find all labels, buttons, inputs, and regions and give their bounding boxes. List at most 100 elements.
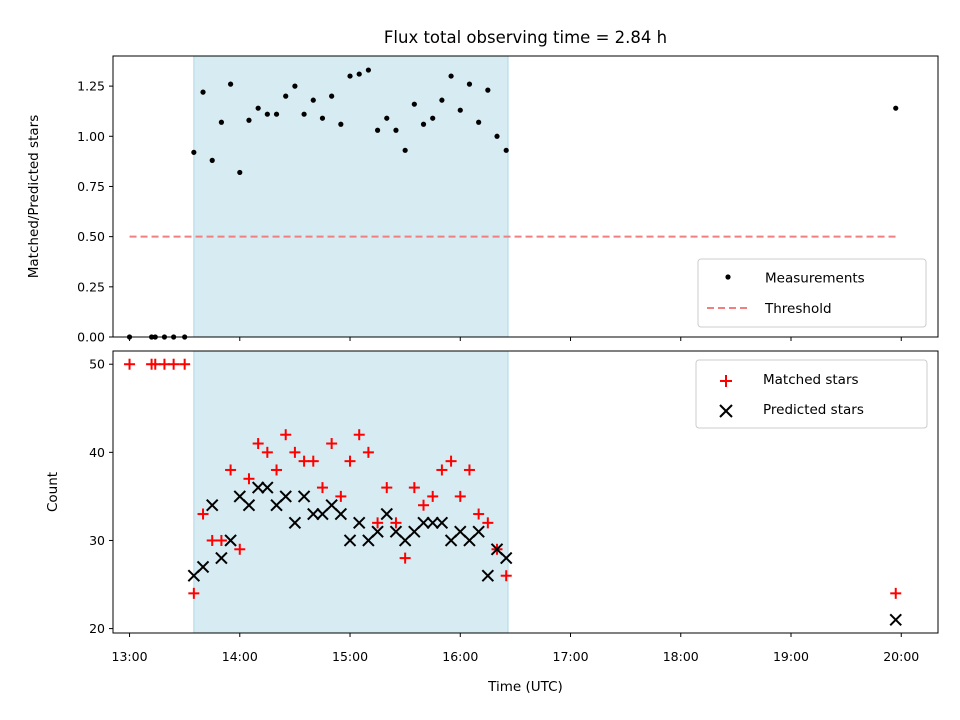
- bottom-legend: Matched stars Predicted stars: [695, 359, 928, 429]
- top-y-tick-label-0-75: 0.75: [77, 179, 105, 194]
- measurements-series: [126, 67, 899, 340]
- legend-marker-predicted: [719, 404, 733, 418]
- legend-label-measurements: Measurements: [765, 271, 865, 287]
- matched-star-point-14: [261, 446, 273, 458]
- matched-star-point-41: [890, 587, 902, 599]
- measurement-point-26: [374, 127, 381, 133]
- measurement-point-37: [476, 119, 482, 125]
- measurement-point-13: [255, 105, 261, 111]
- legend-marker-matched: [720, 375, 732, 387]
- matched-star-point-36: [463, 464, 475, 476]
- predicted-star-point-34: [500, 551, 513, 565]
- top-highlight-span: [193, 55, 509, 338]
- predicted-star-point-27: [435, 516, 449, 530]
- measurement-point-30: [411, 101, 417, 107]
- matched-star-point-7: [197, 508, 209, 520]
- bottom-y-tick-label-30: 30: [89, 533, 105, 548]
- chart-title: Flux total observing time = 2.84 h: [384, 28, 667, 47]
- measurement-point-38: [485, 87, 491, 93]
- top-y-tick-label-0-25: 0.25: [77, 279, 105, 294]
- predicted-star-point-8: [261, 481, 274, 494]
- bottom-y-tick-label-20: 20: [89, 621, 105, 636]
- legend-marker-measurements: [725, 274, 731, 280]
- x-tick-label-15-00: 15:00: [332, 649, 368, 664]
- measurement-point-32: [430, 115, 436, 121]
- matched-star-point-30: [408, 482, 420, 494]
- x-tick-label-14-00: 14:00: [222, 649, 258, 664]
- x-axis-label: Time (UTC): [487, 679, 563, 695]
- measurement-point-27: [384, 115, 390, 121]
- matched-star-point-8: [206, 534, 218, 546]
- matched-star-point-27: [381, 482, 393, 494]
- matched-star-point-37: [473, 508, 485, 520]
- measurement-point-12: [246, 117, 252, 123]
- predicted-star-point-13: [307, 507, 320, 521]
- matched-star-point-2: [149, 358, 161, 370]
- x-tick-label-16-00: 16:00: [442, 649, 478, 664]
- matched-star-point-33: [436, 464, 448, 476]
- measurement-point-16: [283, 93, 289, 99]
- matched-star-point-12: [243, 473, 255, 485]
- predicted-star-point-12: [297, 490, 311, 503]
- measurement-point-21: [329, 93, 335, 99]
- predicted-star-point-17: [343, 534, 357, 547]
- legend-label-threshold: Threshold: [764, 301, 832, 317]
- matched-star-point-19: [307, 455, 319, 467]
- matched-star-point-23: [344, 455, 356, 467]
- matched-star-point-17: [289, 446, 301, 458]
- bottom-y-axis-label: Count: [45, 472, 61, 512]
- predicted-star-point-7: [251, 481, 265, 494]
- measurement-point-31: [420, 121, 427, 127]
- bottom-y-axis: 20 30 40 50: [89, 357, 113, 636]
- top-y-axis-label: Matched/Predicted stars: [26, 115, 42, 278]
- predicted-star-point-11: [288, 516, 302, 530]
- matched-star-point-26: [372, 517, 384, 529]
- top-x-axis-ticks: [129, 337, 902, 341]
- matched-star-point-4: [168, 358, 180, 370]
- predicted-star-point-35: [889, 613, 902, 626]
- predicted-star-point-32: [481, 569, 495, 582]
- predicted-star-point-31: [472, 525, 485, 538]
- measurement-point-6: [191, 149, 197, 155]
- measurement-point-28: [393, 127, 399, 133]
- x-tick-label-18-00: 18:00: [663, 649, 699, 664]
- bottom-y-tick-label-40: 40: [89, 445, 105, 460]
- bottom-y-tick-label-50: 50: [89, 357, 105, 372]
- predicted-star-point-20: [371, 525, 384, 538]
- predicted-star-point-10: [279, 490, 292, 503]
- measurement-point-19: [310, 97, 316, 103]
- predicted-star-point-1: [196, 560, 210, 574]
- measurement-point-41: [893, 105, 899, 111]
- measurement-point-36: [466, 81, 473, 87]
- measurement-point-39: [494, 133, 500, 139]
- measurement-point-25: [365, 67, 372, 73]
- bottom-axes-frame: [112, 350, 939, 634]
- measurement-point-33: [439, 97, 445, 103]
- matched-stars-series: [124, 358, 902, 599]
- legend-label-matched: Matched stars: [763, 372, 859, 388]
- measurement-point-24: [356, 71, 362, 77]
- top-y-axis: 0.00 0.25 0.50 0.75 1.00 1.25: [77, 79, 113, 345]
- legend-label-predicted: Predicted stars: [763, 402, 864, 418]
- top-y-tick-label-1-00: 1.00: [77, 129, 105, 144]
- measurement-point-40: [503, 147, 509, 153]
- matched-star-point-0: [124, 358, 136, 370]
- measurement-point-11: [237, 169, 243, 176]
- predicted-star-point-6: [242, 499, 256, 512]
- predicted-star-point-3: [215, 551, 228, 565]
- matched-star-point-34: [445, 455, 457, 467]
- matched-star-point-20: [316, 482, 328, 494]
- measurement-point-9: [218, 119, 225, 125]
- matched-star-point-40: [500, 570, 512, 582]
- predicted-star-point-4: [224, 534, 237, 547]
- x-tick-label-19-00: 19:00: [773, 649, 809, 664]
- measurement-point-14: [264, 111, 270, 117]
- top-y-tick-label-0-00: 0.00: [77, 330, 105, 345]
- matched-star-point-28: [390, 517, 402, 529]
- predicted-star-point-16: [334, 507, 348, 521]
- matched-star-point-3: [158, 358, 170, 370]
- measurement-point-29: [402, 147, 408, 153]
- top-axes-frame: [112, 55, 939, 338]
- x-tick-label-13-00: 13:00: [112, 649, 148, 664]
